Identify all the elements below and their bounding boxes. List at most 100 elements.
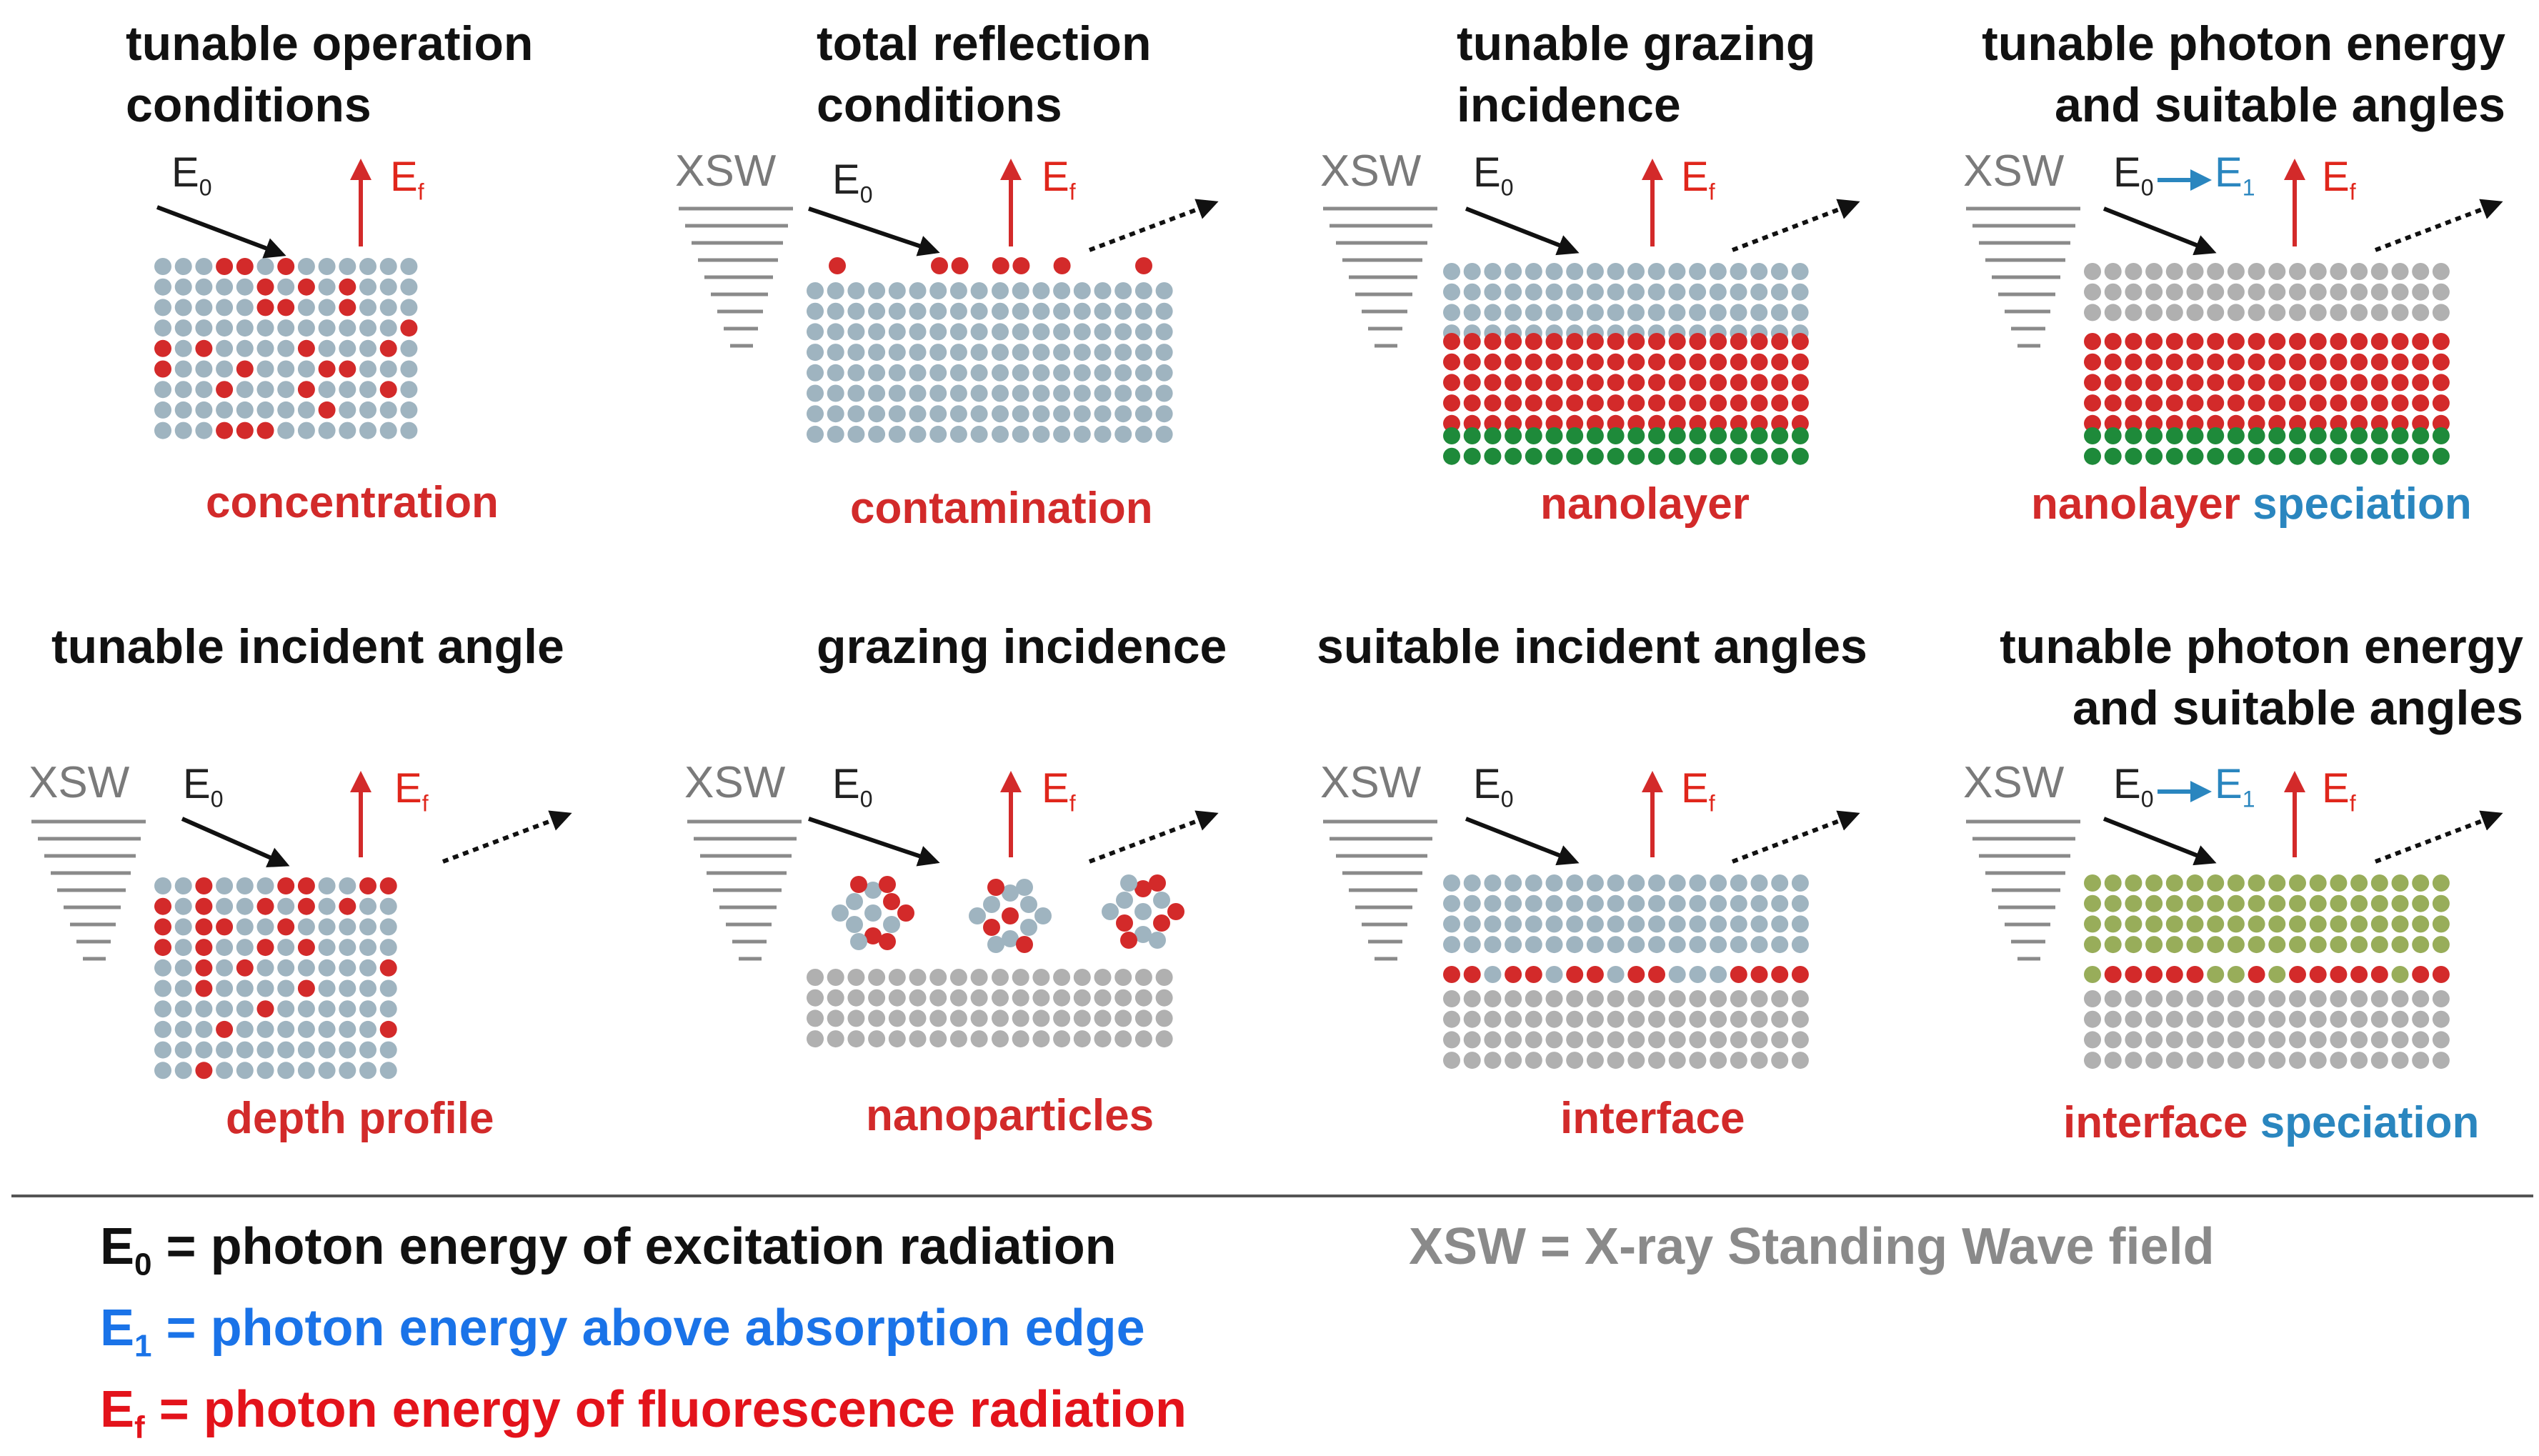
substrate-atom — [1505, 915, 1522, 933]
substrate-atom — [359, 1000, 376, 1018]
substrate-atom — [195, 339, 213, 357]
substrate-atom — [256, 959, 274, 977]
top-layer-atom — [2145, 874, 2163, 892]
substrate-atom — [1155, 989, 1173, 1007]
arrows-layer — [156, 159, 2503, 868]
substrate-atom — [1484, 1052, 1502, 1069]
ef-subscript: f — [1069, 179, 1076, 205]
substrate-atom — [1607, 894, 1625, 912]
bottom-layer-atom — [2309, 447, 2327, 465]
nanoparticle-atom — [897, 904, 914, 922]
nanolayer-atom — [2248, 353, 2265, 371]
substrate-atom — [1730, 283, 1747, 301]
interface-atom — [2289, 966, 2306, 983]
substrate-atom — [992, 364, 1009, 382]
substrate-atom — [216, 299, 234, 316]
substrate-atom — [1155, 405, 1173, 423]
nanoparticle-atom — [1116, 892, 1133, 909]
nanoparticle-atom — [969, 907, 986, 924]
nanolayer-atom — [2227, 353, 2245, 371]
substrate-atom — [195, 422, 213, 439]
substrate-atom — [1545, 894, 1563, 912]
substrate-atom — [1607, 1031, 1625, 1049]
substrate-atom — [992, 989, 1009, 1007]
substrate-atom — [1073, 425, 1091, 443]
substrate-atom — [379, 877, 397, 894]
bottom-layer-atom — [1545, 447, 1563, 465]
nanolayer-atom — [1607, 353, 1625, 371]
substrate-atom — [992, 384, 1009, 402]
cap-layer-atom — [2432, 283, 2450, 301]
substrate-atom — [847, 302, 865, 320]
nanolayer-atom — [1484, 333, 1502, 350]
nanoparticle-atom — [864, 927, 882, 944]
substrate-atom — [1443, 915, 1460, 933]
legend-e0: E0 = photon energy of excitation radiati… — [100, 1217, 1117, 1282]
substrate-atom — [1566, 283, 1584, 301]
substrate-atom — [216, 959, 234, 977]
substrate-atom — [1525, 1031, 1542, 1049]
substrate-atom — [847, 425, 865, 443]
substrate-atom — [1525, 1052, 1542, 1069]
nanolayer-atom — [1648, 333, 1665, 350]
substrate-atom — [256, 360, 274, 378]
substrate-atom — [1463, 283, 1481, 301]
substrate-atom — [339, 1041, 356, 1059]
substrate-atom — [1012, 364, 1029, 382]
substrate-atom — [1155, 1009, 1173, 1027]
substrate-atom — [1791, 1010, 1809, 1028]
substrate-atom — [2289, 1031, 2306, 1049]
substrate-atom — [1484, 304, 1502, 321]
e1-symbol: E — [2215, 761, 2243, 807]
substrate-atom — [236, 897, 254, 915]
substrate-atom — [379, 1041, 397, 1059]
interface-atom — [2268, 966, 2286, 983]
panel-2-title-line2: conditions — [817, 78, 1062, 132]
top-layer-atom — [2268, 915, 2286, 933]
e0-label-panel-2: E0 — [832, 156, 872, 209]
substrate-atom — [847, 405, 865, 423]
top-layer-atom — [2145, 894, 2163, 912]
substrate-atom — [1032, 1030, 1050, 1048]
substrate-atom — [909, 425, 927, 443]
substrate-atom — [1484, 1010, 1502, 1028]
substrate-atom — [1566, 915, 1584, 933]
substrate-atom — [888, 989, 906, 1007]
substrate-atom — [297, 1020, 315, 1038]
top-layer-atom — [2084, 874, 2101, 892]
substrate-atom — [359, 299, 376, 316]
substrate-atom — [318, 1020, 336, 1038]
nanolayer-atom — [1750, 394, 1768, 412]
substrate-atom — [1607, 936, 1625, 954]
nanolayer-atom — [2350, 333, 2368, 350]
substrate-atom — [195, 299, 213, 316]
substrate-atom — [1607, 304, 1625, 321]
substrate-atom — [318, 918, 336, 936]
substrate-atom — [1648, 1031, 1665, 1049]
substrate-atom — [339, 422, 356, 439]
panel-6-caption: nanoparticles — [866, 1090, 1154, 1141]
bottom-layer-atom — [2084, 427, 2101, 444]
substrate-atom — [929, 1009, 947, 1027]
substrate-atom — [400, 319, 418, 337]
legend-e0-text: = photon energy of excitation radiation — [151, 1218, 1117, 1275]
interface-atom — [2309, 966, 2327, 983]
ef-label-panel-6: Ef — [1042, 764, 1076, 817]
substrate-atom — [1134, 969, 1152, 986]
cap-layer-atom — [2350, 304, 2368, 321]
substrate-atom — [1463, 990, 1481, 1007]
reflected-arrow — [1731, 199, 1860, 252]
substrate-atom — [1750, 894, 1768, 912]
substrate-atom — [847, 364, 865, 382]
nanoparticle-atom — [883, 893, 900, 910]
substrate-atom — [339, 1020, 356, 1038]
top-layer-atom — [2412, 874, 2430, 892]
substrate-atom — [2145, 990, 2163, 1007]
nanolayer-atom — [2330, 374, 2348, 392]
substrate-atom — [256, 401, 274, 419]
substrate-atom — [1012, 989, 1029, 1007]
nanolayer-atom — [2084, 374, 2101, 392]
substrate-atom — [1032, 1009, 1050, 1027]
substrate-atom — [1607, 1052, 1625, 1069]
nanolayer-atom — [1648, 374, 1665, 392]
